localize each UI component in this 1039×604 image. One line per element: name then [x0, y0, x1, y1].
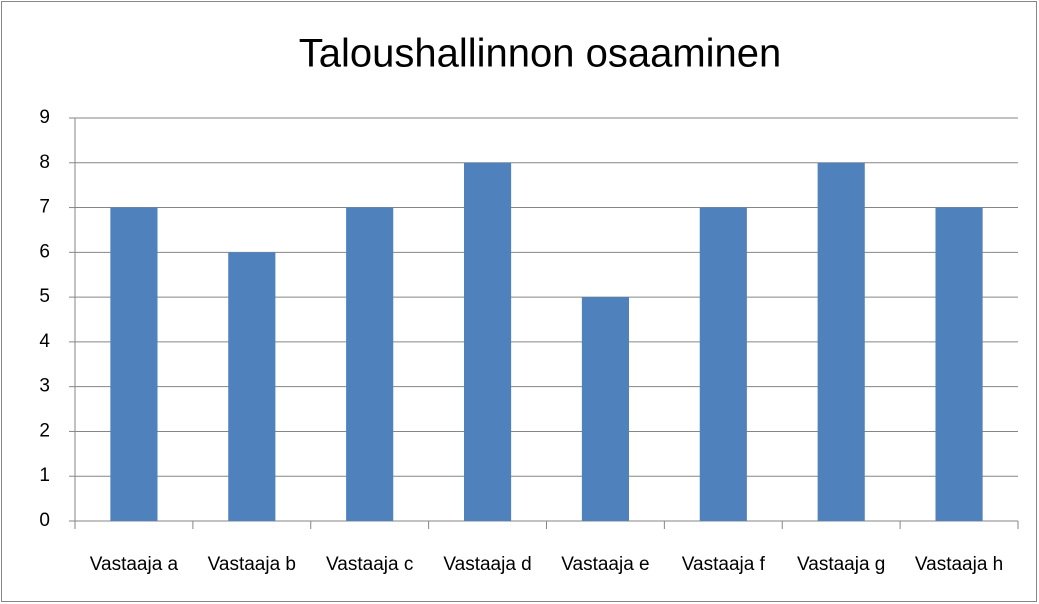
y-tick-label: 7 — [39, 197, 50, 218]
y-tick-label: 1 — [39, 465, 50, 486]
x-tick-label: Vastaaja g — [797, 554, 885, 575]
bar — [817, 162, 865, 521]
y-tick-label: 8 — [39, 152, 50, 173]
y-tick-label: 6 — [39, 241, 50, 262]
bar — [935, 207, 983, 522]
x-tick-label: Vastaaja f — [682, 554, 766, 575]
bar — [346, 207, 394, 522]
y-tick-label: 0 — [39, 510, 50, 531]
y-tick-label: 3 — [39, 376, 50, 397]
x-tick-label: Vastaaja a — [90, 554, 179, 575]
bar — [463, 162, 512, 521]
x-tick-label: Vastaaja b — [208, 554, 296, 575]
bar — [228, 252, 276, 522]
x-tick-label: Vastaaja e — [561, 554, 649, 575]
y-tick-label: 2 — [39, 420, 50, 441]
chart-title: Taloushallinnon osaaminen — [299, 32, 782, 76]
bar — [110, 207, 158, 522]
bar — [699, 207, 747, 522]
x-tick-label: Vastaaja d — [443, 554, 531, 575]
y-tick-label: 5 — [39, 286, 50, 307]
y-tick-label: 4 — [39, 331, 50, 352]
y-tick-label: 9 — [39, 107, 50, 128]
bar — [581, 297, 630, 521]
x-tick-label: Vastaaja c — [326, 554, 413, 575]
x-tick-label: Vastaaja h — [915, 554, 1003, 575]
